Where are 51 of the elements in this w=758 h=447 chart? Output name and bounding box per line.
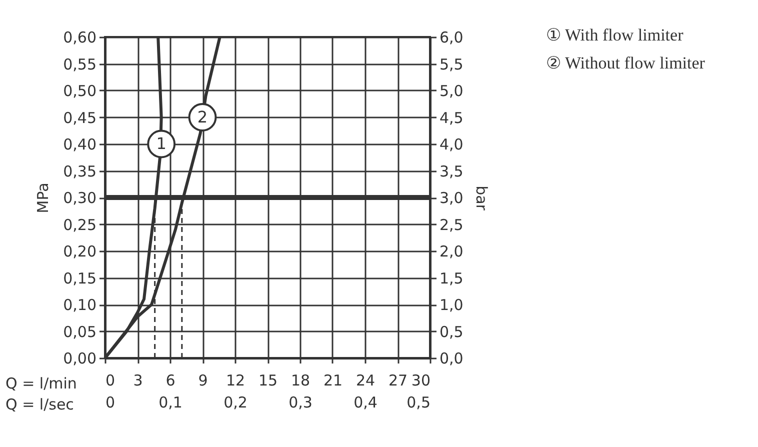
x-tick-label: 9 (198, 372, 208, 390)
y2-tick-label: 4,0 (440, 136, 464, 154)
y-tick-label: 0,55 (63, 55, 96, 74)
x2-axis-title: Q = l/sec (6, 396, 74, 414)
x2-tick-label: 0 (106, 394, 116, 412)
x-tick-label: 0 (106, 372, 116, 390)
y2-tick-label: 5,0 (440, 82, 464, 100)
x-tick-label: 18 (290, 372, 310, 390)
x-tick-label: 6 (166, 372, 176, 390)
y-axis-title: MPa (34, 182, 52, 214)
y-tick-label: 0,10 (63, 296, 96, 314)
x2-tick-label: 0,4 (354, 394, 378, 412)
y-tick-label: 0,40 (63, 136, 96, 154)
y2-tick-label: 3,0 (440, 189, 464, 207)
y2-tick-label: 1,5 (440, 269, 464, 288)
y2-tick-label: 3,5 (440, 162, 464, 180)
y2-tick-label: 1,0 (440, 296, 464, 314)
y-tick-label: 0,20 (63, 242, 96, 260)
x-tick-label: 12 (226, 372, 246, 390)
y-tick-label: 0,60 (63, 28, 96, 46)
x-tick-label: 27 (388, 372, 408, 390)
y-tick-label: 0,35 (63, 162, 96, 180)
y-tick-label: 0,25 (63, 216, 96, 234)
y2-tick-label: 6,0 (440, 28, 464, 46)
annotation: 2 (197, 107, 208, 126)
y-tick-label: 0,05 (63, 322, 96, 341)
y2-tick-label: 2,5 (440, 216, 464, 234)
y2-tick-label: 4,5 (440, 108, 464, 127)
annotation: 1 (156, 134, 166, 153)
y-tick-label: 0,30 (63, 189, 96, 207)
y-tick-label: 0,50 (63, 82, 96, 100)
x2-tick-label: 0,1 (158, 394, 182, 412)
y2-tick-label: 5,5 (440, 55, 464, 74)
text: ② Without flow limiter (546, 54, 706, 72)
y2-axis-title: bar (472, 186, 490, 212)
x-tick-label: 3 (133, 372, 143, 390)
x2-tick-label: 0,2 (224, 394, 248, 412)
y2-tick-label: 0,5 (440, 322, 464, 341)
y-tick-label: 0,45 (63, 108, 96, 127)
x-tick-label: 30 (411, 372, 430, 390)
x-tick-label: 15 (258, 372, 278, 390)
text: ① With flow limiter (546, 26, 684, 44)
x-axis-title: Q = l/min (6, 374, 77, 392)
y2-tick-label: 2,0 (440, 242, 464, 260)
x-tick-label: 24 (356, 372, 376, 390)
x2-tick-label: 0,3 (288, 394, 312, 412)
x-tick-label: 21 (323, 372, 343, 390)
y-tick-label: 0,15 (63, 269, 96, 288)
y-tick-label: 0,00 (63, 350, 96, 368)
x2-tick-label: 0,5 (406, 394, 430, 412)
y2-tick-label: 0,0 (440, 350, 464, 368)
